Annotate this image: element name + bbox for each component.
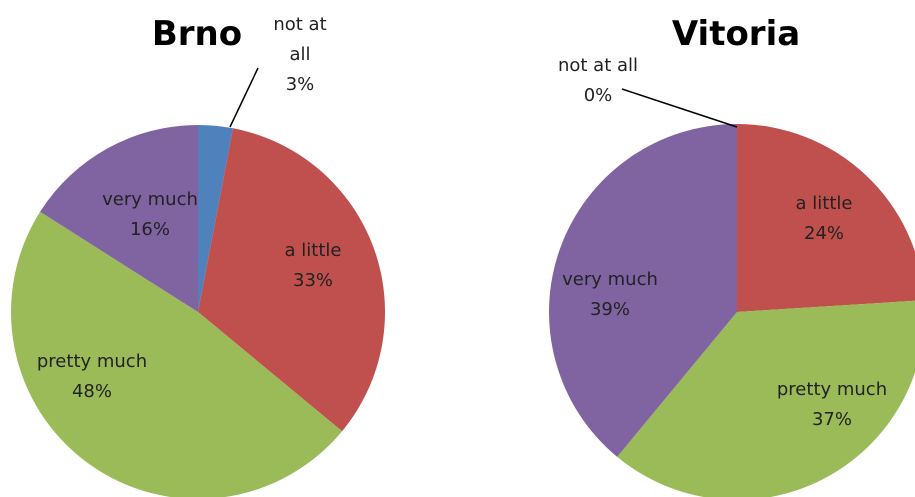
pie-slice: [737, 124, 915, 312]
chart-title: Vitoria: [671, 14, 801, 54]
slice-category: very much: [102, 189, 198, 210]
pie-slice: [617, 300, 915, 497]
slice-label: pretty much 48%: [37, 347, 147, 407]
slice-label: a little 24%: [796, 189, 853, 249]
slice-value: 33%: [292, 270, 334, 291]
slice-value: 48%: [71, 381, 112, 402]
slice-value: 39%: [589, 299, 630, 320]
pie-slice: [198, 128, 385, 432]
leader-line: [621, 88, 738, 128]
slice-value: 37%: [811, 409, 852, 430]
slice-value: 0%: [583, 85, 613, 106]
slice-category: not at all: [557, 55, 639, 76]
chart-title: Brno: [151, 14, 243, 54]
slice-category: pretty much: [36, 351, 148, 372]
slice-category: not at all: [273, 14, 327, 65]
slice-category: very much: [562, 269, 658, 290]
pie-slice: [40, 125, 198, 312]
pie-slice: [11, 211, 343, 497]
slice-category: a little: [284, 240, 342, 261]
slice-value: 3%: [285, 74, 315, 95]
slice-value: 16%: [129, 219, 170, 240]
slice-label: not at all 0%: [558, 51, 638, 111]
slice-label: not at all 3%: [272, 10, 328, 100]
slice-label: pretty much 37%: [777, 375, 887, 435]
pie-slice: [549, 124, 737, 457]
slice-label: very much 39%: [562, 265, 658, 325]
slice-label: a little 33%: [285, 236, 342, 296]
slice-category: pretty much: [776, 379, 888, 400]
slice-label: very much 16%: [102, 185, 198, 245]
slice-category: a little: [795, 193, 853, 214]
pie-slice: [198, 125, 234, 312]
slice-value: 24%: [803, 223, 845, 244]
leader-line: [229, 67, 259, 128]
